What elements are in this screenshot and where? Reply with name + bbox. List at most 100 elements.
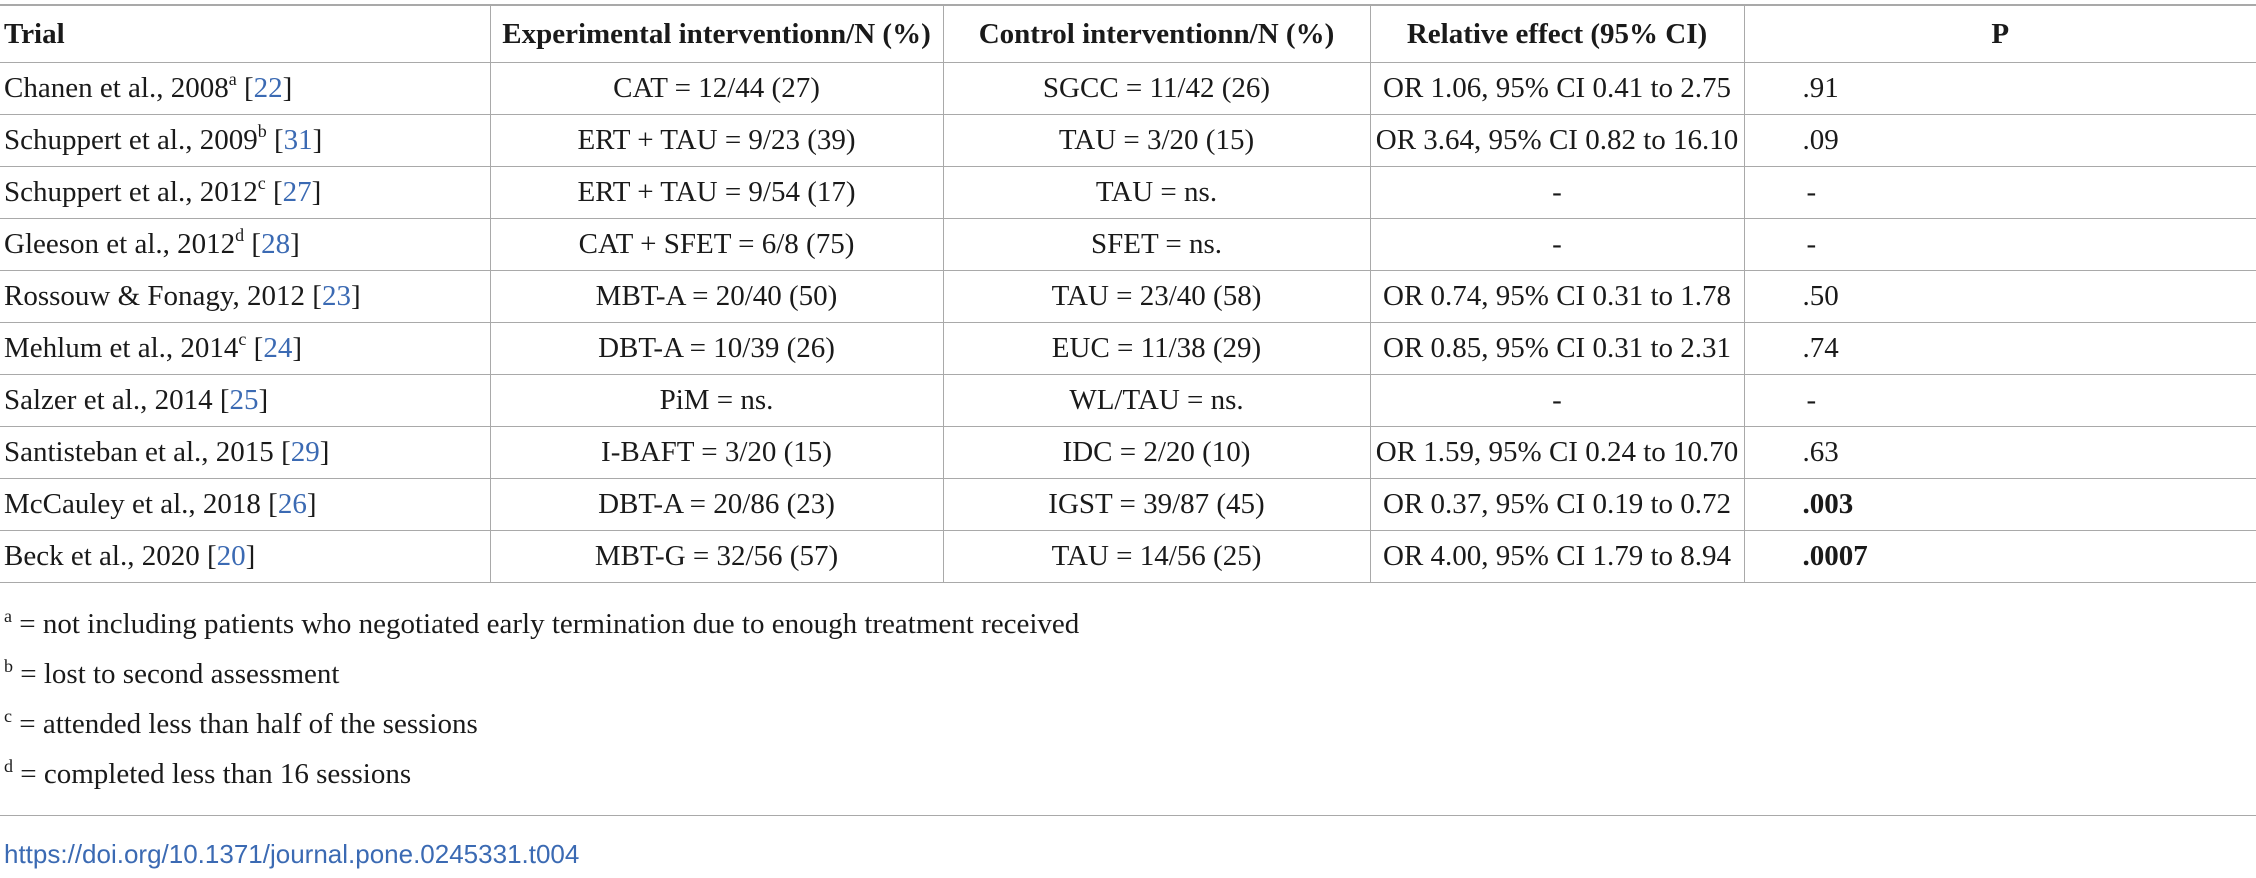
results-table: Trial Experimental interventionn/N (%) C…: [0, 4, 2256, 583]
footnote-mark: d: [4, 756, 13, 776]
table-row: Rossouw & Fonagy, 2012 [23] MBT-A = 20/4…: [0, 270, 2256, 323]
trial-author: Gleeson et al., 2012: [4, 228, 236, 260]
reference-link[interactable]: 31: [283, 124, 313, 156]
table-row: Schuppert et al., 2012c [27] ERT + TAU =…: [0, 166, 2256, 219]
reference-link[interactable]: 22: [253, 72, 283, 104]
reference-link[interactable]: 25: [229, 384, 259, 416]
table-row: Santisteban et al., 2015 [29] I-BAFT = 3…: [0, 426, 2256, 479]
effect-cell: OR 0.85, 95% CI 0.31 to 2.31: [1369, 322, 1744, 375]
reference-link[interactable]: 28: [261, 228, 291, 260]
reference-link[interactable]: 23: [321, 280, 351, 312]
reference-link[interactable]: 29: [290, 436, 320, 468]
effect-cell: -: [1369, 166, 1744, 219]
trial-cell: Rossouw & Fonagy, 2012 [23]: [0, 270, 490, 323]
footnote-mark: b: [4, 656, 13, 676]
footnote-mark: d: [235, 225, 245, 245]
reference-link[interactable]: 24: [263, 332, 293, 364]
ref-bracket-close: ]: [292, 332, 302, 364]
results-table-container: Trial Experimental interventionn/N (%) C…: [0, 4, 2256, 583]
ref-bracket-close: ]: [319, 436, 330, 468]
reference-link[interactable]: 26: [277, 488, 307, 520]
trial-cell: Santisteban et al., 2015 [29]: [0, 426, 490, 479]
header-experimental: Experimental interventionn/N (%): [489, 4, 943, 63]
footnote-text: = attended less than half of the session…: [12, 708, 478, 740]
table-row: McCauley et al., 2018 [26] DBT-A = 20/86…: [0, 478, 2256, 531]
ref-bracket-open: [: [246, 332, 264, 364]
p-value-cell: -: [1743, 374, 2256, 427]
trial-author: Schuppert et al., 2012: [4, 176, 258, 208]
ref-bracket-open: [: [305, 280, 322, 312]
table-row: Schuppert et al., 2009b [31] ERT + TAU =…: [0, 114, 2256, 167]
effect-cell: OR 4.00, 95% CI 1.79 to 8.94: [1369, 530, 1744, 583]
footnote-mark: c: [238, 329, 247, 349]
p-value-cell: .50: [1743, 270, 2256, 323]
divider: [0, 815, 2256, 816]
trial-cell: Mehlum et al., 2014c [24]: [0, 322, 490, 375]
p-value-cell-significant: .003: [1743, 478, 2256, 531]
effect-cell: OR 0.37, 95% CI 0.19 to 0.72: [1369, 478, 1744, 531]
footnote-mark: c: [4, 706, 12, 726]
ref-bracket-open: [: [199, 540, 217, 572]
ref-bracket-close: ]: [306, 488, 317, 520]
table-row: Salzer et al., 2014 [25] PiM = ns. WL/TA…: [0, 374, 2256, 427]
trial-author: Santisteban et al., 2015: [4, 436, 274, 468]
p-value-cell: -: [1743, 218, 2256, 271]
ref-bracket-open: [: [212, 384, 230, 416]
experimental-cell: ERT + TAU = 9/54 (17): [489, 166, 943, 219]
footnote-c: c = attended less than half of the sessi…: [4, 706, 1079, 742]
p-value-cell: -: [1743, 166, 2256, 219]
ref-bracket-open: [: [260, 488, 278, 520]
control-cell: TAU = 14/56 (25): [942, 530, 1370, 583]
ref-bracket-open: [: [244, 228, 262, 260]
footnote-mark: b: [257, 121, 267, 141]
footnote-text: = lost to second assessment: [13, 658, 340, 690]
footnote-text: = not including patients who negotiated …: [12, 608, 1080, 640]
trial-cell: Beck et al., 2020 [20]: [0, 530, 490, 583]
effect-cell: OR 1.06, 95% CI 0.41 to 2.75: [1369, 62, 1744, 115]
p-value-cell: .74: [1743, 322, 2256, 375]
table-row: Chanen et al., 2008a [22] CAT = 12/44 (2…: [0, 62, 2256, 115]
trial-cell: Chanen et al., 2008a [22]: [0, 62, 490, 115]
control-cell: EUC = 11/38 (29): [942, 322, 1370, 375]
header-relative-effect: Relative effect (95% CI): [1369, 4, 1744, 63]
table-header-row: Trial Experimental interventionn/N (%) C…: [0, 4, 2256, 63]
trial-author: Beck et al., 2020: [4, 540, 200, 572]
p-value-cell: .09: [1743, 114, 2256, 167]
trial-cell: Gleeson et al., 2012d [28]: [0, 218, 490, 271]
control-cell: TAU = 23/40 (58): [942, 270, 1370, 323]
reference-link[interactable]: 20: [216, 540, 246, 572]
control-cell: TAU = 3/20 (15): [942, 114, 1370, 167]
experimental-cell: ERT + TAU = 9/23 (39): [489, 114, 943, 167]
footnote-text: = completed less than 16 sessions: [13, 758, 412, 790]
reference-link[interactable]: 27: [282, 176, 312, 208]
ref-bracket-open: [: [273, 436, 291, 468]
control-cell: SGCC = 11/42 (26): [942, 62, 1370, 115]
effect-cell: -: [1369, 374, 1744, 427]
table-row: Beck et al., 2020 [20] MBT-G = 32/56 (57…: [0, 530, 2256, 583]
ref-bracket-close: ]: [282, 72, 293, 104]
trial-cell: McCauley et al., 2018 [26]: [0, 478, 490, 531]
trial-cell: Schuppert et al., 2009b [31]: [0, 114, 490, 167]
footnote-d: d = completed less than 16 sessions: [4, 756, 1079, 792]
trial-author: Chanen et al., 2008: [4, 72, 229, 104]
trial-author: Mehlum et al., 2014: [4, 332, 239, 364]
table-body: Chanen et al., 2008a [22] CAT = 12/44 (2…: [0, 62, 2256, 583]
experimental-cell: I-BAFT = 3/20 (15): [489, 426, 943, 479]
ref-bracket-close: ]: [350, 280, 361, 312]
header-control: Control interventionn/N (%): [942, 4, 1370, 63]
ref-bracket-open: [: [236, 72, 254, 104]
effect-cell: OR 0.74, 95% CI 0.31 to 1.78: [1369, 270, 1744, 323]
doi-link[interactable]: https://doi.org/10.1371/journal.pone.024…: [4, 839, 580, 869]
footnote-mark: a: [4, 606, 12, 626]
ref-bracket-open: [: [266, 124, 284, 156]
trial-cell: Salzer et al., 2014 [25]: [0, 374, 490, 427]
trial-author: McCauley et al., 2018: [4, 488, 261, 520]
effect-cell: OR 1.59, 95% CI 0.24 to 10.70: [1369, 426, 1744, 479]
trial-author: Rossouw & Fonagy, 2012: [4, 280, 306, 312]
effect-cell: OR 3.64, 95% CI 0.82 to 16.10: [1369, 114, 1744, 167]
experimental-cell: PiM = ns.: [489, 374, 943, 427]
ref-bracket-open: [: [265, 176, 283, 208]
p-value-cell: .63: [1743, 426, 2256, 479]
p-value-cell-significant: .0007: [1743, 530, 2256, 583]
trial-author: Salzer et al., 2014: [4, 384, 213, 416]
